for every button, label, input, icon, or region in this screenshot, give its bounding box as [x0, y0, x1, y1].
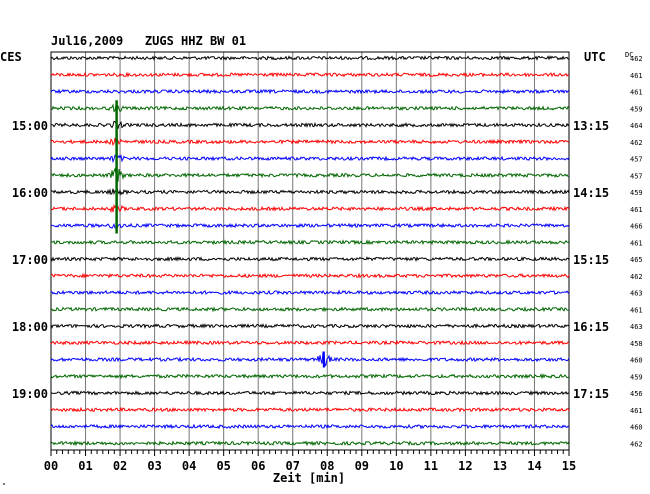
right-time-label: 14:15 — [573, 186, 609, 200]
x-tick-label: 05 — [216, 459, 230, 473]
dc-value: 464 — [630, 122, 643, 130]
trace-20 — [50, 390, 570, 396]
dc-value: 463 — [630, 323, 643, 331]
dc-value: 462 — [630, 139, 643, 147]
x-axis-label: Zeit [min] — [273, 471, 345, 485]
dc-value: 461 — [630, 72, 643, 80]
trace-14 — [50, 289, 570, 296]
trace-6 — [50, 154, 570, 164]
x-tick-label: 08 — [320, 459, 334, 473]
dc-value: 461 — [630, 239, 643, 247]
left-time-label: 19:00 — [12, 387, 48, 401]
x-tick-label: 03 — [147, 459, 161, 473]
x-tick-label: 01 — [78, 459, 92, 473]
trace-8 — [50, 187, 570, 196]
x-tick-label: 14 — [527, 459, 541, 473]
dc-value: 462 — [630, 55, 643, 63]
x-tick-label: 13 — [493, 459, 507, 473]
trace-12 — [50, 256, 570, 262]
x-tick-label: 11 — [424, 459, 438, 473]
dc-value: 462 — [630, 440, 643, 448]
trace-5 — [50, 137, 570, 147]
x-tick-label: 04 — [182, 459, 196, 473]
x-tick-label: 09 — [355, 459, 369, 473]
chart-title: Jul16,2009 ZUGS HHZ BW 01 — [51, 34, 246, 48]
dc-value: 465 — [630, 256, 643, 264]
trace-group — [50, 55, 570, 447]
trace-10 — [50, 222, 570, 230]
x-axis: 00 01 02 03 04 05 06 07 08 09 10 11 12 13 14 15 — [44, 449, 576, 473]
x-tick-label: 12 — [458, 459, 472, 473]
x-tick-label: 07 — [286, 459, 300, 473]
left-timezone-label: CES — [0, 50, 22, 64]
right-time-label: 15:15 — [573, 253, 609, 267]
left-time-label: 17:00 — [12, 253, 48, 267]
x-tick-label: 10 — [389, 459, 403, 473]
right-time-label: 17:15 — [573, 387, 609, 401]
dc-value: 459 — [630, 105, 643, 113]
trace-1 — [50, 71, 570, 78]
dc-value: 461 — [630, 306, 643, 314]
dc-value: 460 — [630, 357, 643, 365]
x-tick-label: 06 — [251, 459, 265, 473]
left-time-label: 15:00 — [12, 119, 48, 133]
left-time-labels: 15:00 16:00 17:00 18:00 19:00 — [12, 119, 48, 401]
trace-13 — [50, 272, 570, 279]
right-time-label: 16:15 — [573, 320, 609, 334]
trace-15 — [50, 306, 570, 313]
x-tick-label: 00 — [44, 459, 58, 473]
trace-19 — [50, 373, 570, 380]
right-time-labels: 13:15 14:15 15:15 16:15 17:15 — [573, 119, 609, 401]
trace-11 — [50, 239, 570, 246]
trace-4 — [50, 120, 570, 129]
dc-value: 461 — [630, 206, 643, 214]
trace-3 — [50, 103, 570, 113]
dc-value: 459 — [630, 189, 643, 197]
trace-23 — [50, 440, 570, 447]
dc-value: 462 — [630, 273, 643, 281]
trace-2 — [50, 88, 570, 95]
left-time-label: 16:00 — [12, 186, 48, 200]
dc-value: 458 — [630, 340, 643, 348]
trace-9 — [50, 203, 570, 214]
dc-value: 463 — [630, 290, 643, 298]
trace-16 — [50, 323, 570, 329]
left-time-label: 18:00 — [12, 320, 48, 334]
dc-value: 456 — [630, 390, 643, 398]
right-time-label: 13:15 — [573, 119, 609, 133]
dc-value: 460 — [630, 424, 643, 432]
dc-value: 457 — [630, 156, 643, 164]
dc-value: 461 — [630, 407, 643, 415]
plot-frame — [50, 51, 570, 451]
dc-value: 466 — [630, 223, 643, 231]
trace-21 — [50, 406, 570, 413]
dc-column-label: DC — [625, 51, 633, 59]
dc-values: 462 461 461 459 464 462 457 457 459 461 466 461 465 4… — [630, 55, 643, 448]
trace-7 — [50, 167, 570, 182]
dc-value: 461 — [630, 89, 643, 97]
right-timezone-label: UTC — [584, 50, 606, 64]
trace-22 — [50, 423, 570, 430]
dc-value: 459 — [630, 373, 643, 381]
trace-18 — [50, 351, 570, 368]
trace-0 — [50, 55, 570, 61]
minute-grid — [50, 51, 570, 451]
dc-value: 457 — [630, 172, 643, 180]
footer-mark: " — [2, 482, 6, 490]
trace-17 — [50, 339, 570, 346]
x-tick-label: 15 — [562, 459, 576, 473]
x-tick-label: 02 — [113, 459, 127, 473]
